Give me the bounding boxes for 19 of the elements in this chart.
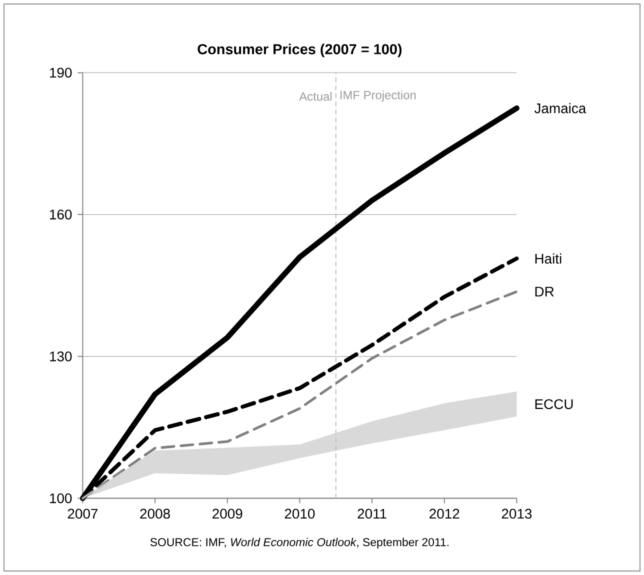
x-tick-label: 2010 — [284, 508, 315, 519]
y-tick-label: 190 — [50, 68, 72, 78]
x-tick-label: 2012 — [430, 508, 460, 519]
source-note: SOURCE: IMF, World Economic Outlook, September 2011. — [150, 538, 448, 548]
x-tick-label: 2009 — [212, 508, 242, 519]
x-tick-label: 2008 — [140, 508, 170, 519]
y-tick-label: 130 — [50, 351, 72, 362]
series-label: ECCU — [535, 399, 573, 410]
annotation: Actual — [299, 92, 332, 101]
y-tick-label: 100 — [50, 493, 72, 504]
x-tick-label: 2011 — [358, 508, 386, 519]
series-label: Jamaica — [534, 103, 586, 114]
x-tick-label: 2007 — [68, 508, 98, 519]
series-label: DR — [535, 286, 554, 296]
y-tick-label: 160 — [50, 210, 72, 220]
x-tick-label: 2013 — [502, 508, 532, 519]
ref-line-label: IMF Projection — [340, 90, 416, 102]
chart-title: Consumer Prices (2007 = 100) — [198, 44, 402, 58]
series-label: Haiti — [535, 253, 562, 264]
